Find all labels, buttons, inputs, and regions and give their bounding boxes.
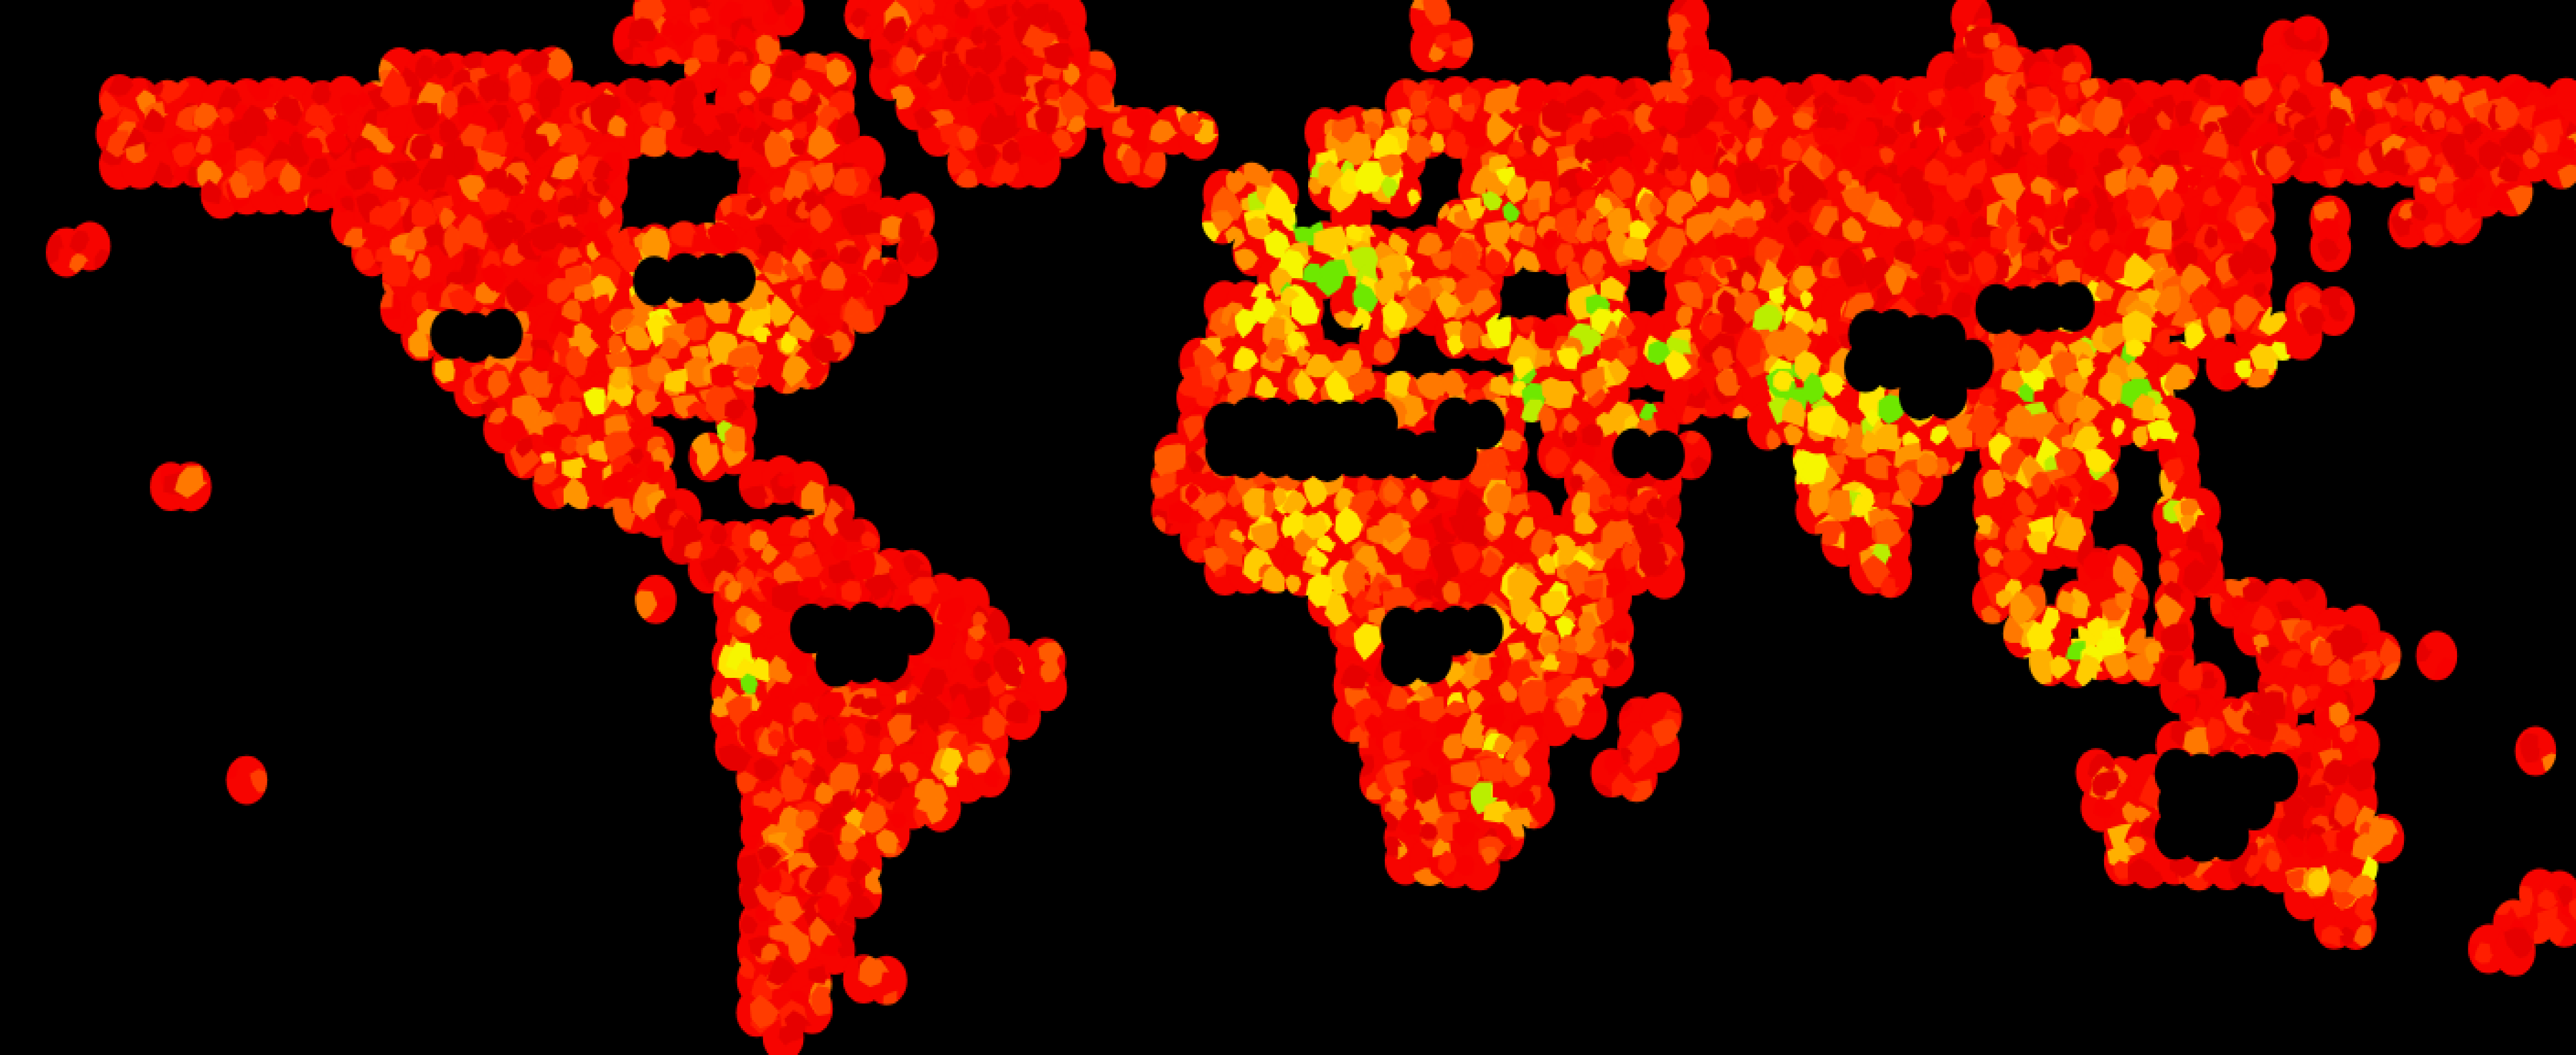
map-viewport <box>0 0 2576 1055</box>
world-heat-map-canvas <box>0 0 2576 1055</box>
